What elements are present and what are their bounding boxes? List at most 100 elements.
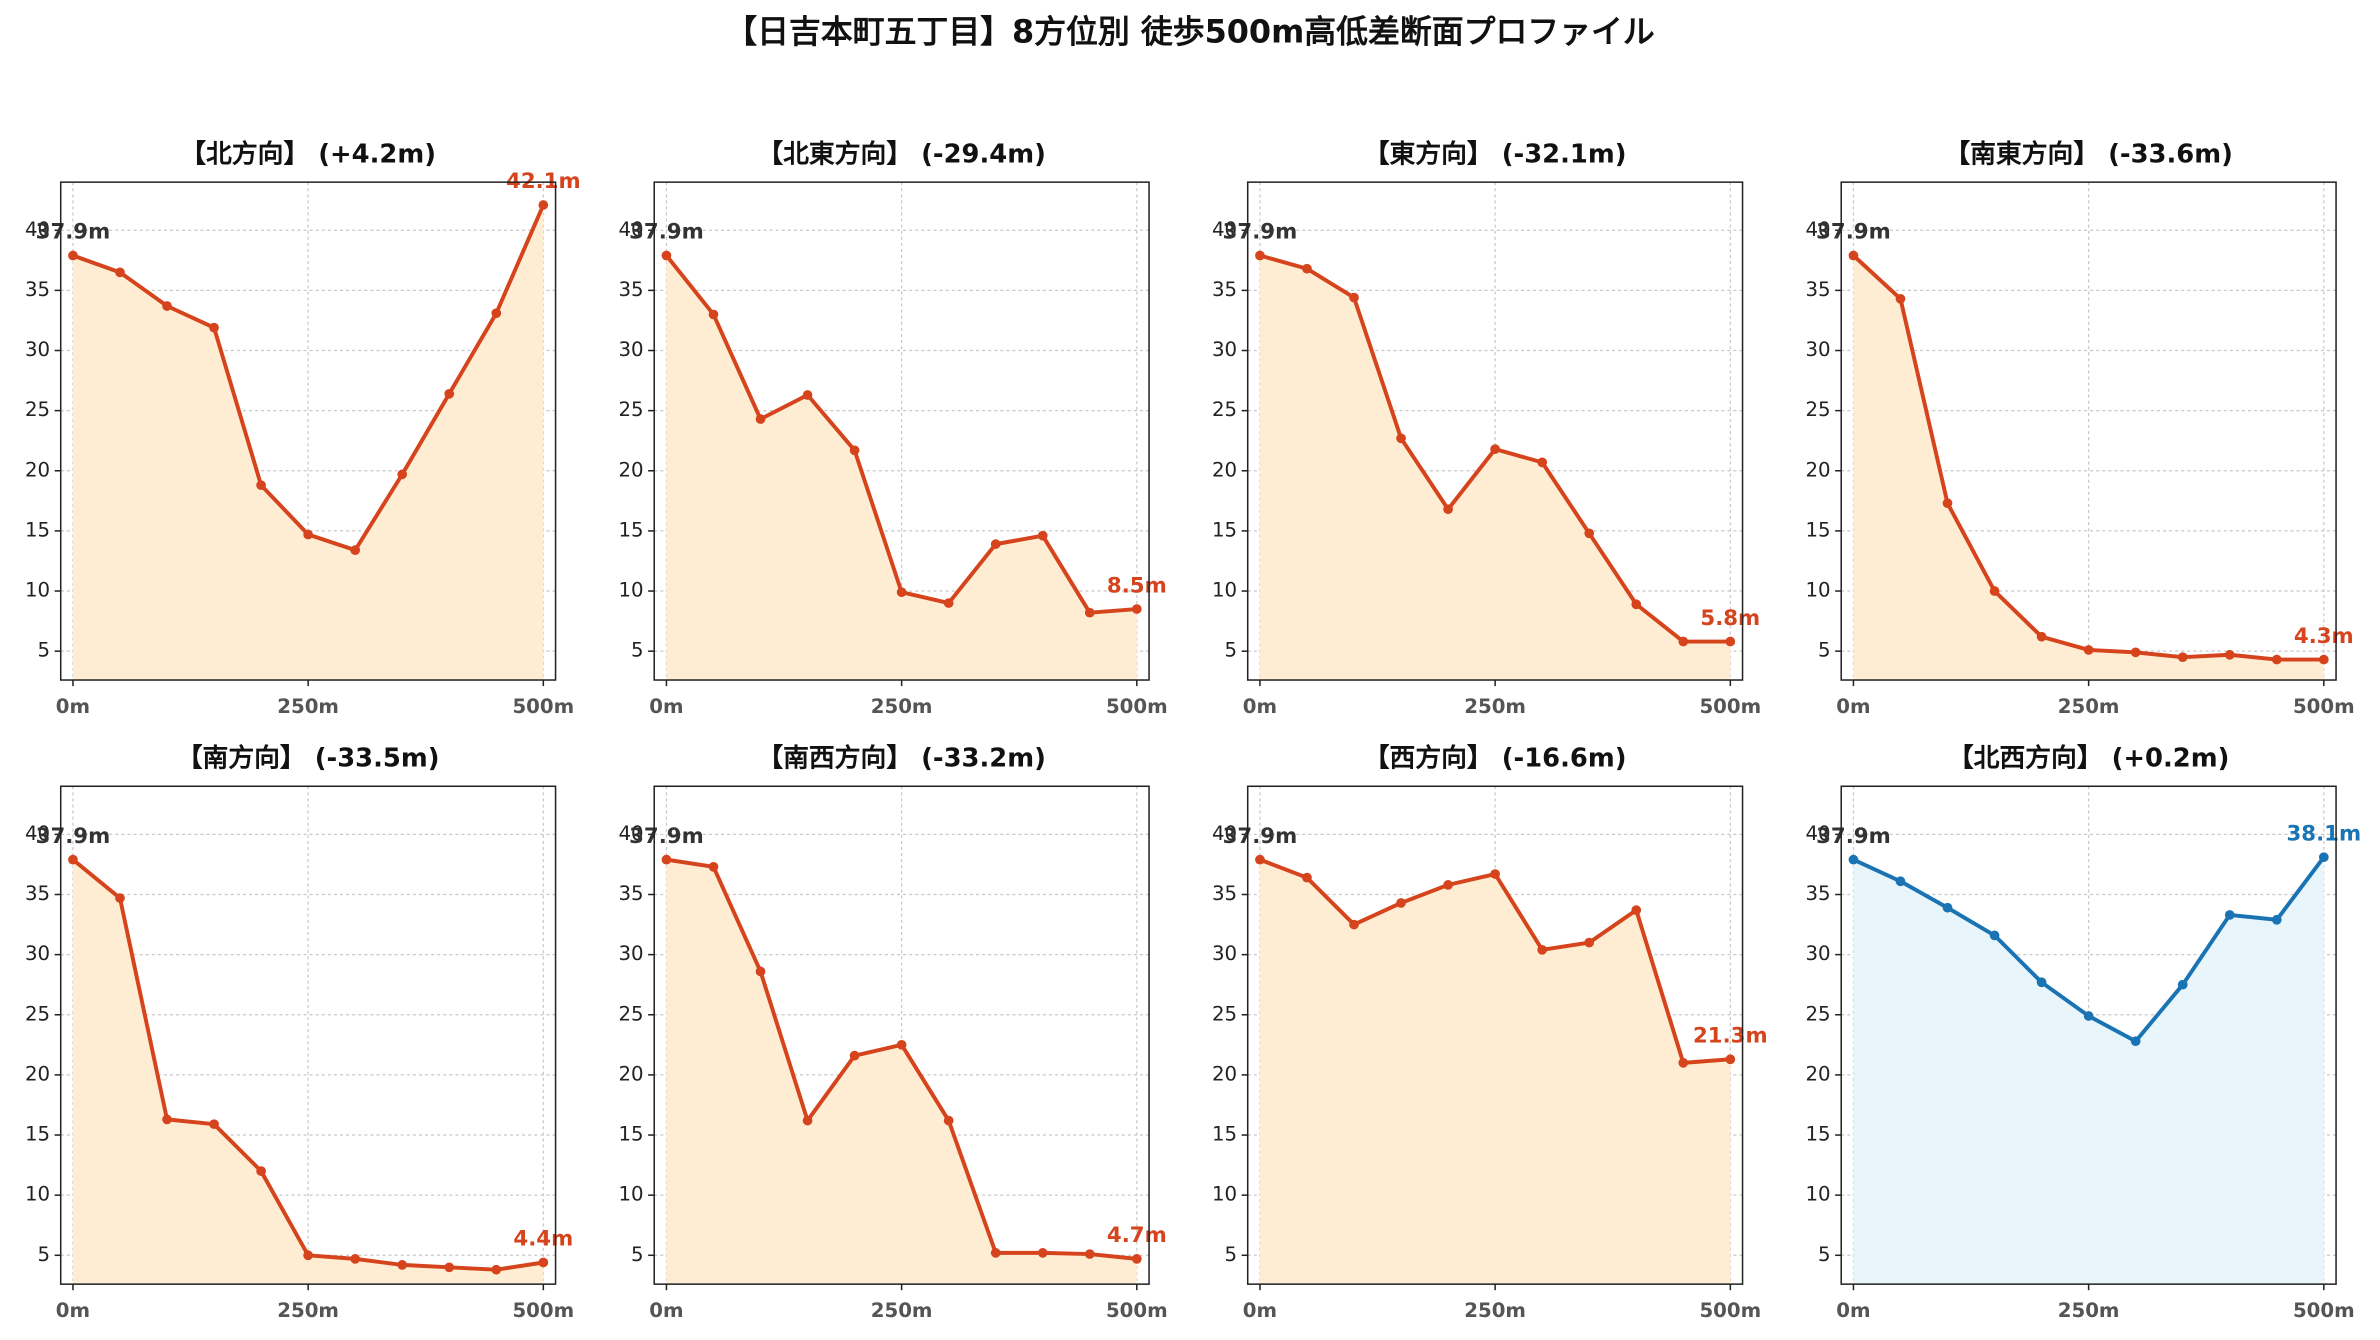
y-tick-label: 15 — [25, 1123, 50, 1146]
area-fill — [1853, 255, 2324, 681]
x-tick-label: 500m — [1699, 695, 1761, 718]
point — [2224, 910, 2235, 920]
axes-frame — [653, 181, 1150, 681]
point — [1396, 898, 1406, 908]
y-tick-label: 20 — [25, 1062, 50, 1085]
y-tick-label: 10 — [618, 579, 643, 602]
point — [2318, 852, 2329, 863]
y-tick-label: 10 — [1805, 579, 1830, 602]
point — [896, 1039, 907, 1050]
y-tick-label: 35 — [25, 882, 50, 905]
value-label: 37.9m — [36, 220, 111, 245]
y-tick-label: 35 — [1212, 278, 1237, 301]
point — [1349, 292, 1359, 303]
area-fill — [1259, 859, 1731, 1285]
y-tick-label: 20 — [1805, 1062, 1830, 1085]
y-tick-label: 30 — [25, 338, 50, 361]
y-tick-label: 25 — [1805, 1002, 1830, 1025]
axes-frame — [1246, 785, 1744, 1285]
y-tick-label: 10 — [1212, 579, 1237, 602]
x-tick-label: 0m — [56, 1299, 90, 1322]
y-tick-label: 30 — [618, 942, 643, 965]
subplot: 【東方向】 (-32.1m) 5 10 15 20 25 30 35 40 0m 250m 500m 3… — [1212, 138, 1761, 718]
point — [755, 414, 766, 424]
x-tick-label: 250m — [2058, 1299, 2120, 1322]
figure-content: 【日吉本町五丁目】8方位別 徒歩500m高低差断面プロファイル 【北方向】 (+… — [25, 12, 2361, 1322]
point — [397, 469, 408, 480]
y-tick-label: 20 — [1212, 1062, 1237, 1085]
point — [1084, 607, 1095, 618]
subplot-title: 【南西方向】 (-33.2m) — [757, 742, 1046, 773]
y-tick-label: 20 — [618, 1062, 643, 1085]
point — [538, 1257, 549, 1268]
y-tick-label: 5 — [1818, 639, 1831, 662]
point — [1725, 636, 1736, 647]
point — [896, 587, 907, 598]
value-label: 5.8m — [1700, 606, 1760, 631]
y-tick-label: 40 — [618, 822, 643, 845]
y-tick-label: 15 — [1805, 1123, 1830, 1146]
y-tick-label: 35 — [25, 278, 50, 301]
point — [491, 1264, 502, 1275]
subplot: 【北方向】 (+4.2m) 5 10 15 20 25 30 35 40 0m 250m 500m 37… — [25, 138, 581, 718]
x-tick-label: 0m — [1836, 695, 1870, 718]
point — [491, 308, 502, 319]
point — [444, 1262, 455, 1273]
y-tick-label: 40 — [618, 218, 643, 241]
point — [1584, 937, 1595, 948]
value-label: 37.9m — [1816, 824, 1891, 849]
y-tick-label: 40 — [1805, 822, 1830, 845]
x-tick-label: 250m — [277, 1299, 339, 1322]
axes-frame — [1840, 181, 2337, 681]
x-tick-label: 250m — [1464, 1299, 1526, 1322]
point — [1725, 1054, 1736, 1065]
y-tick-label: 25 — [618, 1002, 643, 1025]
value-label: 4.4m — [513, 1227, 573, 1252]
subplot-title: 【北方向】 (+4.2m) — [180, 138, 436, 169]
x-tick-label: 250m — [871, 1299, 933, 1322]
y-tick-label: 15 — [1805, 518, 1830, 541]
y-tick-label: 35 — [1805, 278, 1830, 301]
y-tick-label: 30 — [1805, 338, 1830, 361]
y-tick-label: 15 — [618, 1123, 643, 1146]
y-tick-label: 20 — [1805, 458, 1830, 481]
point — [2224, 649, 2235, 660]
point — [1490, 869, 1500, 879]
y-tick-label: 15 — [618, 518, 643, 541]
y-tick-label: 15 — [1212, 1123, 1237, 1146]
point — [1848, 854, 1859, 865]
value-label: 37.9m — [1223, 824, 1298, 849]
point — [1678, 636, 1689, 647]
x-tick-label: 0m — [1243, 1299, 1277, 1322]
axes-frame — [59, 181, 557, 681]
x-tick-label: 0m — [1243, 695, 1277, 718]
point — [350, 545, 361, 555]
subplot: 【北西方向】 (+0.2m) 5 10 15 20 25 30 35 40 0m 250m 500m 3… — [1805, 742, 2361, 1322]
point — [1084, 1249, 1095, 1259]
point — [256, 480, 266, 491]
y-tick-label: 30 — [1805, 942, 1830, 965]
x-tick-label: 0m — [1836, 1299, 1870, 1322]
point — [1131, 1254, 1142, 1264]
subplot: 【南方向】 (-33.5m) 5 10 15 20 25 30 35 40 0m 250m 500m 3… — [25, 742, 574, 1322]
y-tick-label: 40 — [25, 822, 50, 845]
subplot-title: 【南方向】 (-33.5m) — [177, 742, 440, 773]
axes-frame — [653, 785, 1150, 1285]
y-tick-label: 10 — [25, 1183, 50, 1206]
y-tick-label: 15 — [1212, 518, 1237, 541]
axes-frame — [1840, 785, 2337, 1285]
x-tick-label: 0m — [649, 1299, 683, 1322]
point — [444, 388, 455, 399]
point — [115, 893, 125, 903]
point — [1255, 250, 1265, 261]
point — [1989, 586, 2000, 596]
y-tick-label: 40 — [1212, 822, 1237, 845]
axes-frame — [59, 785, 557, 1285]
point — [1989, 930, 2000, 941]
subplot-title: 【北東方向】 (-29.4m) — [757, 138, 1046, 169]
point — [1631, 905, 1642, 915]
y-tick-label: 20 — [25, 458, 50, 481]
point — [1848, 250, 1859, 261]
subplot-title: 【東方向】 (-32.1m) — [1364, 138, 1627, 169]
